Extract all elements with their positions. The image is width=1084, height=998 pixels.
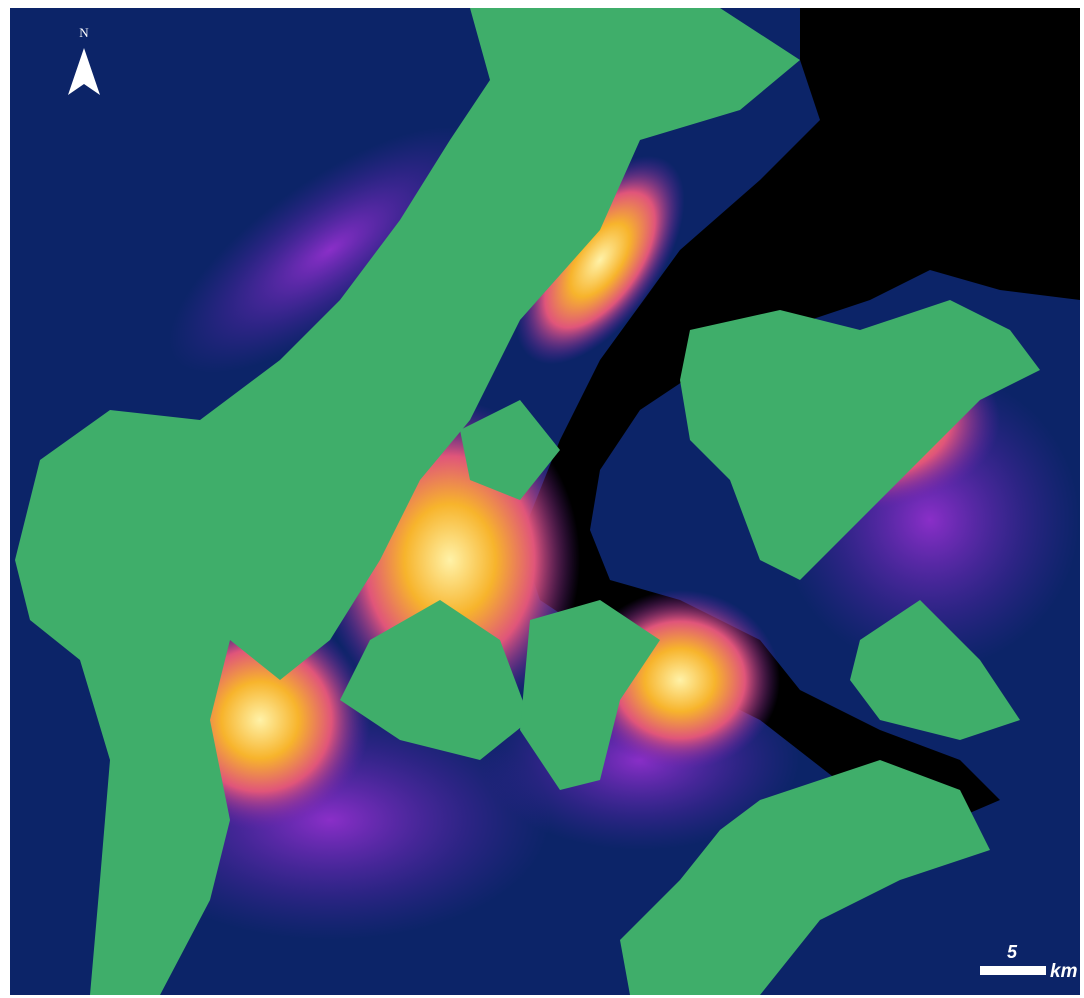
scale-unit: km [1050,961,1078,982]
map-body [10,8,1080,995]
scale-rect [980,966,1046,975]
page: {"north_label": "N", "scale_bar": {"valu… [0,0,1084,998]
map: N 5 km [0,0,1084,998]
north-label: N [79,25,89,40]
scale-value: 5 [1007,942,1018,962]
